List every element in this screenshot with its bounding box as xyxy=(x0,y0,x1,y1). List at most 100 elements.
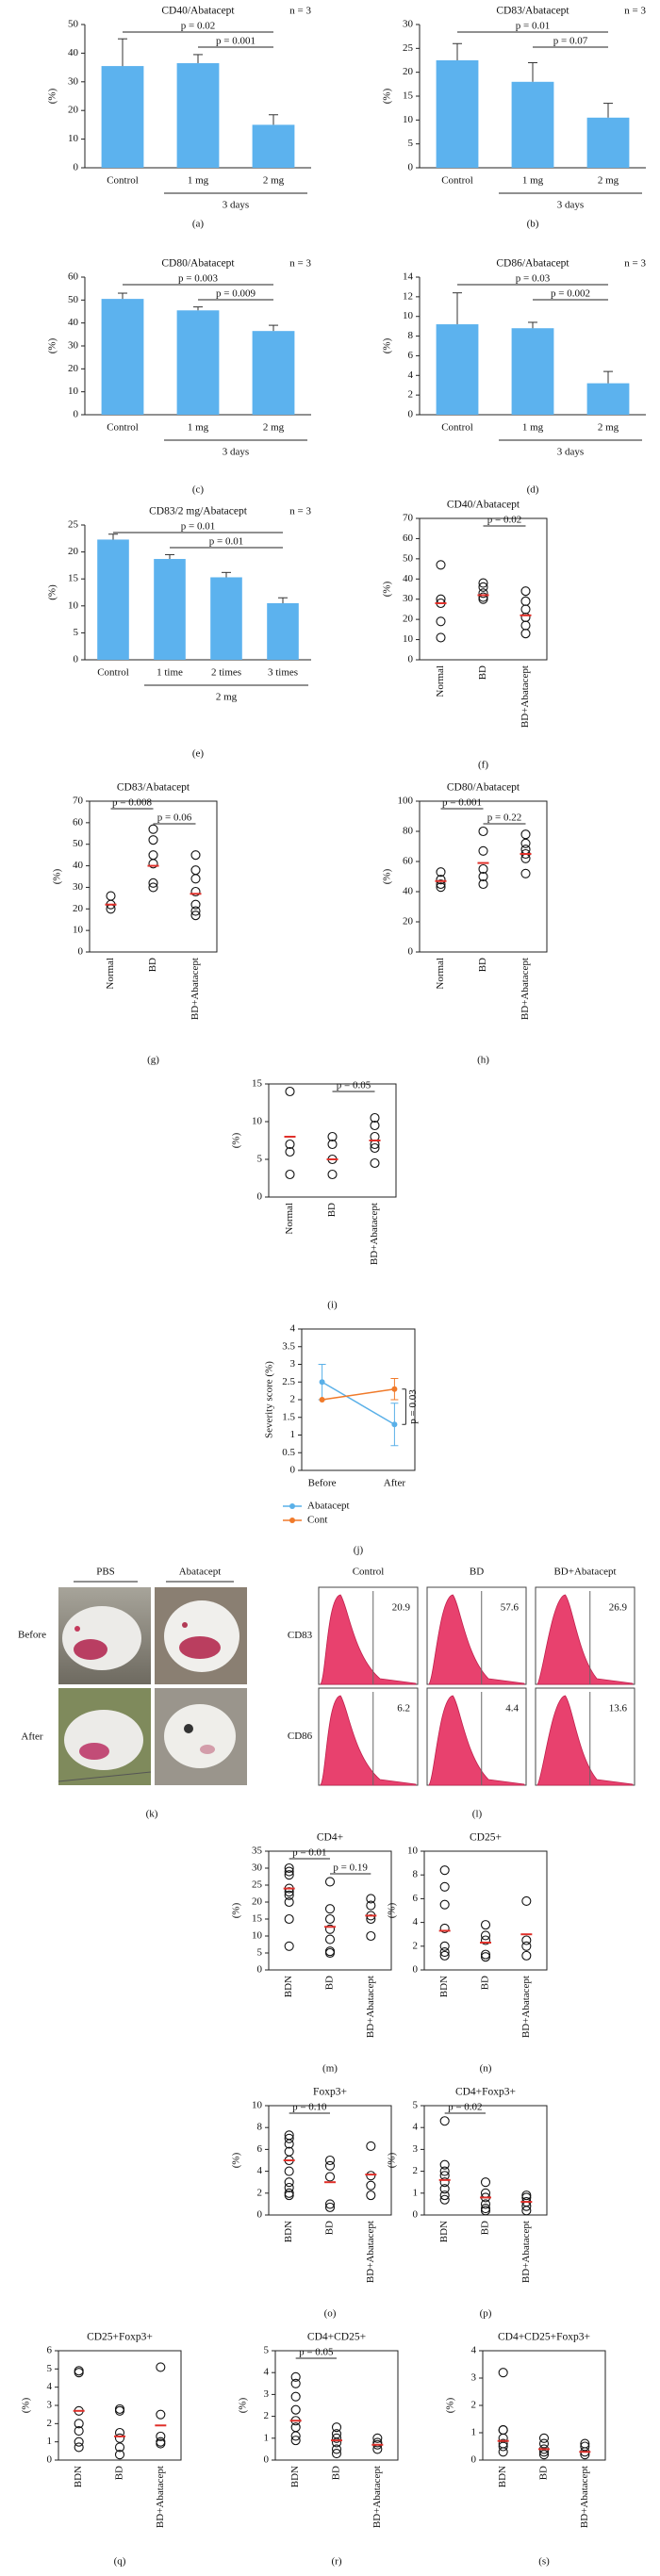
panel-letter: (e) xyxy=(192,748,205,760)
data-point xyxy=(372,2433,383,2443)
bar xyxy=(511,328,554,415)
data-point xyxy=(285,1086,295,1097)
y-tick-label: 10 xyxy=(403,114,414,125)
plot-frame xyxy=(301,1328,416,1471)
data-point xyxy=(284,2188,294,2198)
group-label: 3 days xyxy=(557,447,584,458)
panel-letter: (h) xyxy=(477,1055,489,1066)
flow-value: 20.9 xyxy=(392,1602,411,1614)
y-tick-label: 30 xyxy=(73,881,84,893)
x-tick-label: BDN xyxy=(73,2466,84,2487)
y-tick-label: 80 xyxy=(403,826,414,837)
y-tick-label: 20 xyxy=(73,903,84,914)
y-tick-label: 5 xyxy=(413,2100,419,2111)
y-tick-label: 25 xyxy=(68,519,79,531)
x-tick-label: 1 mg xyxy=(522,422,544,434)
x-tick-label: BDN xyxy=(438,1976,450,1997)
data-point xyxy=(439,1923,450,1933)
data-point xyxy=(366,1894,376,1904)
y-tick-label: 1 xyxy=(413,2187,419,2198)
data-point xyxy=(284,1941,294,1951)
data-point xyxy=(148,850,158,861)
data-point xyxy=(521,1941,532,1951)
chart-title: CD4+CD25+ xyxy=(307,2332,366,2343)
y-axis-label: (%) xyxy=(387,2152,398,2168)
data-point xyxy=(327,1169,338,1180)
data-point xyxy=(285,1146,295,1157)
y-tick-label: 50 xyxy=(73,838,84,849)
panel-letter: (g) xyxy=(147,1055,159,1066)
y-tick-label: 50 xyxy=(68,294,79,305)
y-axis-label: (%) xyxy=(231,2152,242,2168)
data-point xyxy=(331,2437,342,2448)
y-tick-label: 0 xyxy=(47,2454,53,2466)
y-tick-label: 50 xyxy=(68,19,79,30)
y-tick-label: 0 xyxy=(74,409,79,420)
y-tick-label: 40 xyxy=(73,860,84,871)
y-tick-label: 40 xyxy=(403,886,414,897)
data-point xyxy=(74,2437,84,2447)
y-tick-label: 5 xyxy=(47,2363,53,2374)
photo xyxy=(58,1688,152,1785)
y-tick-label: 4 xyxy=(471,2345,477,2356)
x-tick-label: Normal xyxy=(284,1203,295,1235)
y-tick-label: 0 xyxy=(257,1964,263,1976)
data-point xyxy=(366,1930,376,1942)
series-marker xyxy=(391,1386,398,1392)
data-point xyxy=(156,2409,166,2420)
x-tick-label: Normal xyxy=(435,958,446,990)
x-tick-label: 1 time xyxy=(157,667,183,679)
x-tick-label: BD+Abatacept xyxy=(369,1203,380,1265)
data-point xyxy=(480,1952,491,1962)
y-tick-label: 0 xyxy=(413,2209,419,2221)
y-tick-label: 10 xyxy=(73,925,84,936)
x-tick-label: BD xyxy=(477,958,488,972)
x-tick-label: BD+Abatacept xyxy=(365,1976,376,2038)
x-tick-label: BD xyxy=(538,2466,550,2480)
data-point xyxy=(436,616,446,627)
histogram xyxy=(428,1695,525,1786)
panel-letter: (s) xyxy=(538,2556,550,2568)
data-point xyxy=(190,865,201,876)
flow-value: 4.4 xyxy=(505,1703,519,1715)
y-tick-label: 10 xyxy=(68,133,79,144)
x-tick-label: BD+Abatacept xyxy=(365,2221,376,2283)
data-point xyxy=(520,868,531,878)
data-point xyxy=(290,2404,301,2415)
flow-column-label: Control xyxy=(353,1567,385,1578)
x-tick-label: 2 mg xyxy=(598,175,619,187)
data-point xyxy=(156,2438,166,2449)
legend-marker xyxy=(289,1518,295,1523)
data-point xyxy=(538,2433,550,2443)
panel-letter: (f) xyxy=(478,760,488,771)
p-value: p = 0.009 xyxy=(216,288,256,300)
y-tick-label: 70 xyxy=(403,513,414,524)
plot-frame xyxy=(268,1083,397,1198)
data-point xyxy=(370,1112,380,1124)
p-value: p = 0.22 xyxy=(487,812,521,824)
y-tick-label: 2 xyxy=(471,2400,477,2411)
x-tick-label: BD xyxy=(324,2221,336,2235)
y-tick-label: 25 xyxy=(252,1879,263,1891)
data-point xyxy=(498,2425,508,2436)
y-tick-label: 4 xyxy=(257,2165,263,2176)
x-tick-label: BDN xyxy=(289,2466,301,2487)
data-point xyxy=(156,2431,166,2441)
y-axis-label: (%) xyxy=(52,868,63,884)
bar xyxy=(252,124,295,168)
data-point xyxy=(366,2190,376,2201)
histogram xyxy=(320,1594,417,1685)
sample-note: n = 3 xyxy=(289,6,311,17)
panel-letter: (l) xyxy=(472,1809,483,1820)
data-point xyxy=(148,878,158,888)
data-point xyxy=(284,1870,294,1880)
data-point xyxy=(324,2202,336,2212)
histogram xyxy=(428,1594,525,1685)
data-point xyxy=(439,2116,450,2126)
x-tick-label: BD xyxy=(324,1976,336,1990)
data-point xyxy=(520,586,531,597)
data-point xyxy=(285,1169,295,1180)
y-tick-label: 0 xyxy=(413,1964,419,1976)
data-point xyxy=(190,899,201,910)
